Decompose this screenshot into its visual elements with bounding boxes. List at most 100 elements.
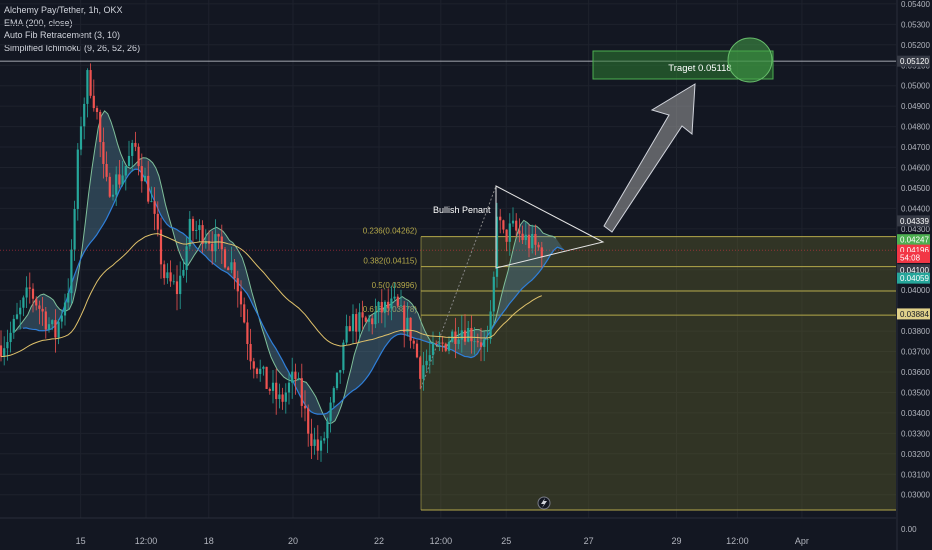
candle-body [262, 366, 265, 369]
candle-body [12, 318, 15, 333]
symbol-title[interactable]: Alchemy Pay/Tether, 1h, OKX [4, 5, 123, 15]
candle-body [361, 312, 364, 318]
candle-body [281, 394, 284, 402]
price-tick-label: 0.04600 [901, 164, 930, 173]
candle-body [271, 382, 275, 391]
candle-body [179, 275, 182, 295]
candle-body [307, 408, 310, 434]
candle-body [31, 288, 35, 299]
pennant-label: Bullish Penant [433, 205, 491, 215]
candle-body [111, 194, 115, 197]
candle-body [329, 402, 332, 422]
price-tag[interactable]: 0.04100 [897, 264, 930, 276]
candle-body [524, 234, 527, 241]
candle-body [489, 311, 492, 340]
candle-body [137, 146, 140, 167]
candle-body [195, 230, 198, 231]
candle-body [60, 315, 63, 322]
lightning-icon-bolt [541, 498, 547, 508]
candle-body [0, 345, 3, 357]
candle-body [41, 308, 44, 312]
candle-body [76, 149, 79, 210]
price-tag[interactable]: 0.04247 [897, 234, 930, 246]
candle-body [83, 103, 86, 127]
price-tag-bg [897, 234, 930, 246]
candle-body [15, 314, 19, 319]
candle-body [527, 234, 531, 249]
fib-level-label: 0.236(0.04262) [363, 227, 418, 236]
price-tag[interactable]: 0.04339 [897, 215, 930, 227]
candlesticks[interactable] [0, 63, 543, 462]
fib-indicator-label[interactable]: Auto Fib Retracement (3, 10) [4, 30, 121, 40]
price-tag[interactable]: 0.04196 [897, 244, 930, 256]
candle-body [431, 343, 435, 356]
cloud-span-b [22, 168, 565, 415]
drawing-overlays[interactable]: Traget 0.05118 Bullish Penant [0, 37, 896, 510]
candle-body [313, 439, 316, 446]
candle-body [310, 433, 313, 446]
candle-body [303, 405, 307, 409]
candle-body [25, 287, 28, 298]
candle-body [390, 298, 393, 309]
fib-level-label: 0.618(0.03878) [363, 305, 418, 314]
price-tag[interactable]: 54:08 [897, 251, 930, 263]
candle-body [163, 264, 166, 279]
price-tag[interactable]: 0.03884 [897, 308, 930, 320]
time-tick-label: 29 [671, 536, 681, 546]
candle-body [339, 370, 342, 373]
candle-body [505, 229, 508, 242]
price-tag-label: 0.03884 [900, 310, 929, 319]
time-tick-label: 18 [204, 536, 214, 546]
fib-zone-fill [421, 236, 896, 510]
candle-body [3, 348, 6, 357]
ichimoku-indicator-label[interactable]: Simplified Ichimoku (9, 26, 52, 26) [4, 42, 141, 53]
price-tag-bg [897, 55, 930, 67]
candle-body [204, 241, 207, 244]
candle-body [287, 382, 291, 393]
candle-body [351, 314, 355, 332]
candle-body [483, 339, 486, 347]
candle-body [278, 394, 281, 400]
candle-body [252, 361, 255, 369]
candle-body [508, 223, 511, 242]
time-axis[interactable]: 15 12:00 18 20 22 12:00 25 27 29 12:00 Apr [0, 517, 896, 546]
price-tick-label: 0.04900 [901, 102, 930, 111]
candle-body [457, 339, 460, 344]
candle-body [134, 142, 137, 147]
price-tag-bg [897, 251, 930, 263]
price-tag-bg [897, 264, 930, 276]
ema-indicator-label[interactable]: EMA (200, close) [4, 17, 73, 28]
candle-body [355, 314, 358, 332]
price-tag[interactable]: 0.04059 [897, 272, 930, 284]
candle-body [118, 174, 121, 185]
candle-body [377, 302, 380, 312]
target-circle [727, 37, 773, 83]
candle-body [89, 70, 92, 96]
price-tick-label: 0.05200 [901, 41, 930, 50]
candle-body [399, 305, 403, 307]
price-tag[interactable]: 0.05120 [897, 55, 930, 67]
candle-body [502, 220, 505, 230]
candle-body [479, 342, 483, 347]
price-tick-label: 0.03300 [901, 429, 930, 438]
candle-body [444, 343, 447, 351]
candle-body [515, 220, 518, 231]
time-tick-label: 12:00 [726, 536, 749, 546]
candle-body [367, 318, 371, 322]
candle-body [233, 262, 236, 279]
lightning-icon[interactable] [537, 496, 551, 510]
time-tick-label: 22 [374, 536, 384, 546]
candle-body [47, 324, 51, 330]
candle-body [380, 302, 383, 313]
candle-body [140, 166, 143, 182]
price-axis[interactable]: 0.054000.053000.052000.051000.050000.049… [896, 0, 932, 550]
price-tag-bg [897, 308, 930, 320]
candle-body [463, 330, 467, 342]
candle-body [131, 142, 134, 156]
candle-body [319, 440, 323, 451]
candle-body [175, 281, 179, 295]
candle-body [217, 234, 220, 237]
price-tick-label: 0.03500 [901, 388, 930, 397]
candle-body [243, 304, 246, 323]
